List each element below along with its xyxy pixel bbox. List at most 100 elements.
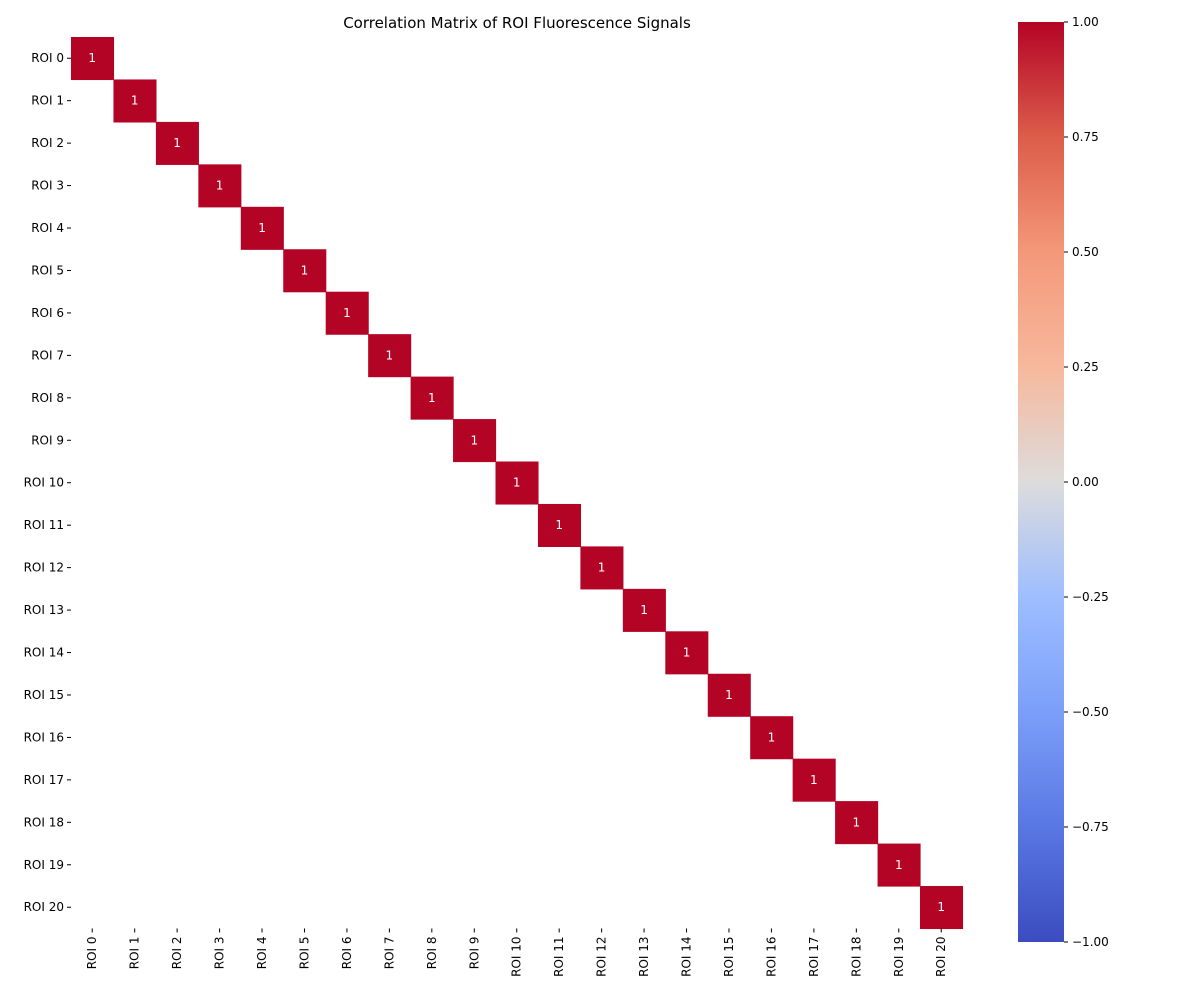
y-tick-label: ROI 8 xyxy=(31,391,64,405)
cell-value-label: 1 xyxy=(513,476,521,490)
x-tick-label: ROI 8 xyxy=(425,936,439,969)
heatmap-cell xyxy=(453,419,497,463)
colorbar-tick-label: −0.75 xyxy=(1072,820,1109,834)
x-tick-label: ROI 9 xyxy=(467,936,481,969)
y-tick-label: ROI 20 xyxy=(24,900,64,914)
heatmap-cell xyxy=(792,758,836,802)
colorbar-tick-label: 1.00 xyxy=(1072,15,1099,29)
x-tick-label: ROI 2 xyxy=(170,936,184,969)
y-tick-label: ROI 12 xyxy=(24,561,64,575)
y-tick-label: ROI 18 xyxy=(24,815,64,829)
y-tick-label: ROI 17 xyxy=(24,773,64,787)
cell-value-label: 1 xyxy=(895,858,903,872)
heatmap-cell xyxy=(665,631,709,675)
cell-value-label: 1 xyxy=(258,221,266,235)
x-tick-label: ROI 11 xyxy=(552,936,566,976)
cell-value-label: 1 xyxy=(683,646,691,660)
heatmap-cell xyxy=(113,79,157,123)
y-tick-label: ROI 6 xyxy=(31,306,64,320)
colorbar: 1.00 0.75 0.50 0.25 0.00 −0.25 −0.50 −0.75 −1.00 xyxy=(1018,15,1109,949)
x-tick-label: ROI 18 xyxy=(849,936,863,976)
x-tick-label: ROI 10 xyxy=(510,936,524,976)
y-tick-label: ROI 11 xyxy=(24,518,64,532)
x-tick-label: ROI 14 xyxy=(680,936,694,976)
x-tick-label: ROI 19 xyxy=(892,936,906,976)
heatmap-cell xyxy=(410,376,454,420)
y-tick-label: ROI 0 xyxy=(31,51,64,65)
cell-value-label: 1 xyxy=(386,348,394,362)
x-tick-label: ROI 7 xyxy=(382,936,396,969)
y-tick-label: ROI 9 xyxy=(31,433,64,447)
colorbar-tick-label: −0.25 xyxy=(1072,590,1109,604)
cell-value-label: 1 xyxy=(725,688,733,702)
cell-value-label: 1 xyxy=(428,391,436,405)
x-tick-label: ROI 3 xyxy=(213,936,227,969)
heatmap-cell xyxy=(283,249,327,293)
cell-value-label: 1 xyxy=(88,51,96,65)
y-tick-label: ROI 7 xyxy=(31,348,64,362)
heatmap-cell xyxy=(71,37,115,81)
heatmap-cell xyxy=(495,461,539,505)
heatmap-cell xyxy=(198,164,242,208)
heatmap-cell xyxy=(622,588,666,632)
heatmap-cell xyxy=(877,843,921,887)
cell-value-label: 1 xyxy=(810,773,818,787)
y-tick-label: ROI 3 xyxy=(31,179,64,193)
x-tick-label: ROI 16 xyxy=(764,936,778,976)
heatmap-cell xyxy=(368,334,412,378)
cell-value-label: 1 xyxy=(598,561,606,575)
cell-value-label: 1 xyxy=(768,730,776,744)
y-tick-label: ROI 5 xyxy=(31,263,64,277)
cell-value-label: 1 xyxy=(343,306,351,320)
colorbar-tick-label: −1.00 xyxy=(1072,935,1109,949)
y-tick-label: ROI 2 xyxy=(31,136,64,150)
heatmap-cells: 1 1 1 1 1 1 1 1 1 1 1 1 1 1 1 1 1 1 1 1 1 xyxy=(71,37,964,930)
x-tick-label: ROI 12 xyxy=(595,936,609,976)
x-tick-label: ROI 5 xyxy=(297,936,311,969)
cell-value-label: 1 xyxy=(173,136,181,150)
heatmap-cell xyxy=(835,801,879,845)
heatmap-cell xyxy=(155,121,199,165)
colorbar-ticks: 1.00 0.75 0.50 0.25 0.00 −0.25 −0.50 −0.75 −1.00 xyxy=(1064,15,1109,949)
heatmap-cell xyxy=(920,886,964,930)
x-tick-label: ROI 15 xyxy=(722,936,736,976)
x-tick-label: ROI 0 xyxy=(85,936,99,969)
cell-value-label: 1 xyxy=(853,815,861,829)
y-tick-label: ROI 14 xyxy=(24,646,64,660)
chart-title: Correlation Matrix of ROI Fluorescence S… xyxy=(343,14,691,32)
y-axis-ticks: ROI 0 ROI 1 ROI 2 ROI 3 ROI 4 ROI 5 ROI 6 ROI 7… xyxy=(24,51,71,914)
x-tick-label: ROI 6 xyxy=(340,936,354,969)
heatmap-cell xyxy=(707,673,751,717)
heatmap-cell xyxy=(580,546,624,590)
y-tick-label: ROI 13 xyxy=(24,603,64,617)
colorbar-tick-label: 0.75 xyxy=(1072,130,1099,144)
colorbar-tick-label: −0.50 xyxy=(1072,705,1109,719)
x-axis-ticks: ROI 0 ROI 1 ROI 2 ROI 3 ROI 4 ROI 5 ROI 6 ROI 7… xyxy=(85,928,948,977)
y-tick-label: ROI 1 xyxy=(31,94,64,108)
cell-value-label: 1 xyxy=(640,603,648,617)
colorbar-tick-label: 0.00 xyxy=(1072,475,1099,489)
heatmap-cell xyxy=(325,291,369,335)
cell-value-label: 1 xyxy=(216,179,224,193)
cell-value-label: 1 xyxy=(301,263,309,277)
colorbar-gradient xyxy=(1018,22,1064,942)
x-tick-label: ROI 4 xyxy=(255,936,269,969)
y-tick-label: ROI 4 xyxy=(31,221,64,235)
cell-value-label: 1 xyxy=(131,94,139,108)
colorbar-tick-label: 0.25 xyxy=(1072,360,1099,374)
heatmap-cell xyxy=(750,716,794,760)
x-tick-label: ROI 13 xyxy=(637,936,651,976)
colorbar-tick-label: 0.50 xyxy=(1072,245,1099,259)
cell-value-label: 1 xyxy=(555,518,563,532)
y-tick-label: ROI 15 xyxy=(24,688,64,702)
x-tick-label: ROI 17 xyxy=(807,936,821,976)
y-tick-label: ROI 10 xyxy=(24,476,64,490)
y-tick-label: ROI 19 xyxy=(24,858,64,872)
heatmap-cell xyxy=(240,206,284,250)
y-tick-label: ROI 16 xyxy=(24,730,64,744)
x-tick-label: ROI 20 xyxy=(934,936,948,976)
cell-value-label: 1 xyxy=(937,900,945,914)
heatmap-cell xyxy=(537,503,581,547)
cell-value-label: 1 xyxy=(470,433,478,447)
